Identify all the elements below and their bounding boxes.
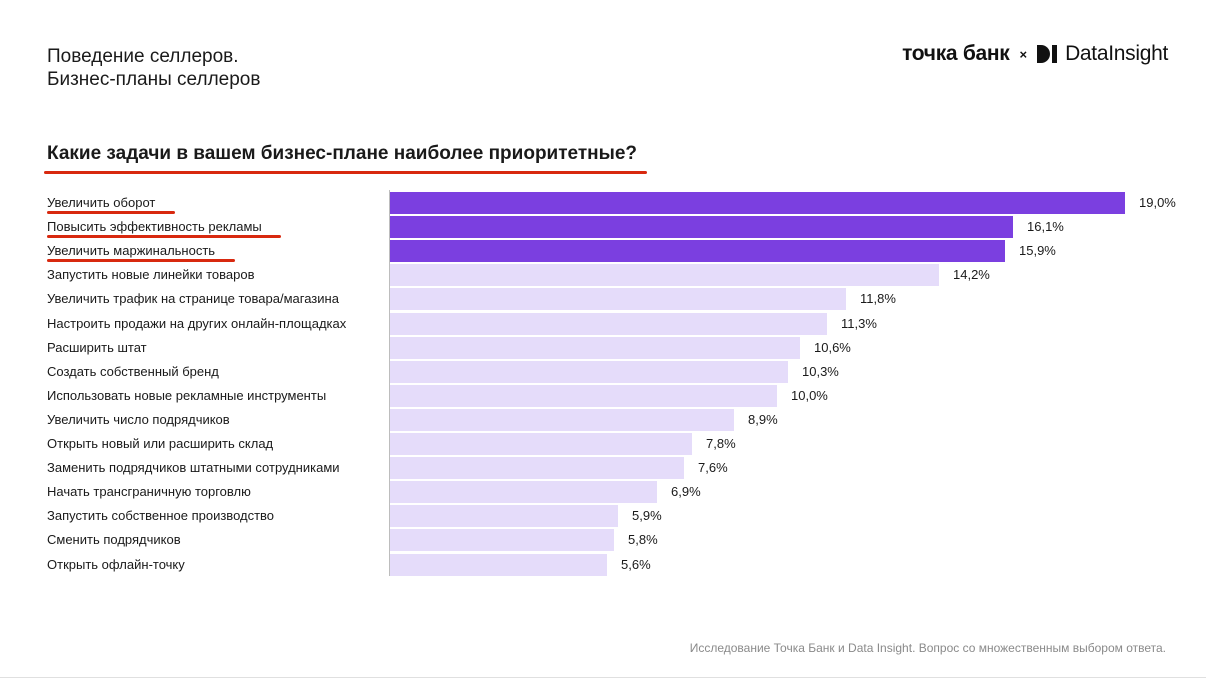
value-label: 6,9% [671, 484, 701, 500]
bar [390, 481, 657, 504]
bar [390, 457, 684, 480]
category-label: Увеличить трафик на странице товара/мага… [47, 291, 339, 307]
value-label: 15,9% [1019, 243, 1056, 259]
category-label: Повысить эффективность рекламы [47, 219, 262, 235]
partner-logo: точка банк × DataInsight [902, 42, 1168, 66]
value-label: 10,3% [802, 363, 839, 379]
page-title-line1: Поведение селлеров. [47, 46, 239, 67]
category-label: Настроить продажи на других онлайн-площа… [47, 315, 347, 331]
category-label: Сменить подрядчиков [47, 532, 181, 548]
bar [390, 433, 692, 455]
value-label: 8,9% [748, 411, 778, 427]
category-label: Увеличить число подрядчиков [47, 411, 230, 427]
page-title: Поведение селлеров. Бизнес-планы селлеро… [47, 45, 260, 91]
datainsight-logo-text: DataInsight [1065, 42, 1168, 65]
category-label: Открыть новый или расширить склад [47, 436, 274, 451]
bar [390, 408, 734, 431]
chart-axis-line [389, 190, 390, 576]
value-label: 10,6% [814, 339, 851, 355]
datainsight-logo-icon [1037, 45, 1058, 63]
bar [390, 336, 800, 359]
bar [390, 384, 777, 407]
category-label: Открыть офлайн-точку [47, 556, 185, 572]
bar [390, 529, 614, 552]
category-label: Расширить штат [47, 339, 147, 355]
value-label: 5,9% [632, 508, 662, 524]
value-label: 10,0% [791, 387, 828, 403]
page-title-line2: Бизнес-планы селлеров [47, 69, 261, 90]
value-label: 19,0% [1139, 195, 1176, 210]
bar [390, 264, 939, 287]
bar [390, 192, 1125, 214]
category-underline [47, 211, 175, 214]
category-label: Использовать новые рекламные инструменты [47, 387, 327, 403]
value-label: 14,2% [953, 267, 990, 283]
category-label: Заменить подрядчиков штатными сотрудника… [47, 460, 340, 476]
footnote: Исследование Точка Банк и Data Insight. … [689, 641, 1166, 655]
value-label: 11,8% [860, 291, 896, 307]
bar [390, 360, 788, 383]
value-label: 7,6% [698, 460, 728, 476]
category-label: Запустить новые линейки товаров [47, 267, 255, 283]
bar [390, 553, 607, 576]
value-label: 11,3% [841, 315, 877, 331]
category-underline [47, 259, 235, 263]
category-label: Увеличить оборот [47, 195, 156, 210]
bar [390, 288, 846, 311]
category-label: Запустить собственное производство [47, 508, 275, 524]
value-label: 16,1% [1027, 219, 1064, 235]
category-label: Начать трансграничную торговлю [47, 484, 251, 500]
value-label: 5,6% [621, 556, 651, 572]
bar [390, 216, 1013, 239]
tochka-bank-logo: точка банк [902, 42, 1010, 65]
logo-separator: × [1019, 46, 1028, 62]
bottom-divider [0, 677, 1206, 678]
chart-title-underline [44, 171, 647, 174]
value-label: 7,8% [706, 436, 736, 451]
value-label: 5,8% [628, 532, 658, 548]
chart-title: Какие задачи в вашем бизнес-плане наибол… [47, 143, 638, 164]
category-label: Увеличить маржинальность [47, 243, 216, 259]
bar [390, 240, 1005, 263]
bar [390, 312, 827, 335]
category-underline [47, 235, 281, 239]
category-label: Создать собственный бренд [47, 363, 219, 379]
bar [390, 505, 618, 528]
